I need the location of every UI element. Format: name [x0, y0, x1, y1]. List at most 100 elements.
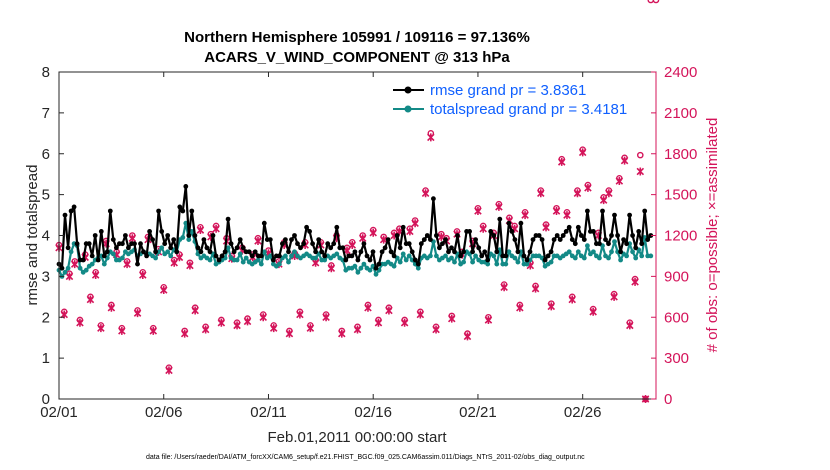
rmse-point: [452, 249, 457, 255]
rmse-point: [585, 208, 590, 214]
rmse-point: [289, 237, 294, 243]
rmse-point: [391, 253, 397, 259]
rmse-point: [246, 249, 252, 255]
possible-obs-marker: [647, 0, 655, 4]
possible-obs-marker: [87, 293, 94, 301]
rmse-point: [201, 237, 207, 243]
possible-obs-marker: [589, 305, 597, 313]
possible-obs-marker: [652, 0, 660, 4]
possible-obs-marker: [233, 319, 241, 327]
rmse-point: [373, 265, 379, 271]
totalspread-point: [548, 259, 554, 265]
possible-obs-marker: [553, 204, 560, 212]
rmse-point: [539, 237, 545, 243]
rmse-point: [210, 233, 216, 238]
possible-obs-marker: [108, 301, 115, 309]
rmse-point: [222, 249, 228, 255]
rmse-point: [443, 237, 448, 243]
rmse-point: [95, 257, 101, 263]
x-tick-label: 02/11: [250, 404, 286, 421]
x-tick-label: 02/06: [145, 404, 183, 421]
rmse-point: [406, 241, 412, 247]
totalspread-point: [515, 259, 521, 265]
possible-obs-marker: [270, 322, 278, 329]
possible-obs-marker: [401, 316, 408, 324]
rmse-point: [437, 245, 442, 251]
totalspread-point: [153, 255, 159, 261]
rmse-point: [421, 237, 427, 243]
rmse-point: [434, 233, 439, 238]
possible-obs-marker: [139, 268, 147, 276]
totalspread-point: [89, 261, 95, 267]
rmse-point: [114, 245, 119, 251]
rmse-point: [473, 237, 478, 243]
rmse-point: [340, 245, 346, 251]
possible-obs-marker: [254, 234, 262, 242]
possible-obs-marker: [307, 322, 314, 329]
rmse-series: [56, 184, 654, 271]
rmse-point: [162, 241, 168, 247]
possible-obs-marker: [506, 214, 513, 222]
possible-obs-marker: [448, 312, 456, 320]
totalspread-point: [406, 253, 412, 259]
rmse-point: [74, 241, 80, 247]
rmse-point: [364, 253, 370, 259]
totalspread-point: [512, 255, 518, 261]
rmse-point: [86, 241, 92, 247]
rmse-point: [62, 212, 68, 218]
rmse-point: [530, 237, 536, 243]
totalspread-point: [292, 249, 297, 255]
rmse-point: [92, 233, 98, 238]
rmse-point: [204, 245, 210, 251]
totalspread-point: [470, 259, 475, 265]
rmse-point: [286, 249, 291, 255]
rmse-point: [367, 257, 373, 263]
rmse-point: [400, 224, 406, 230]
totalspread-point: [618, 257, 623, 263]
rmse-point: [548, 249, 554, 255]
possible-obs-marker: [354, 323, 361, 331]
totalspread-point: [609, 249, 614, 255]
possible-obs-marker: [160, 283, 168, 291]
possible-obs-marker: [516, 301, 524, 309]
totalspread-point: [189, 229, 195, 234]
rmse-point: [449, 245, 454, 251]
x-tick-label: 02/16: [354, 404, 392, 421]
rmse-point: [440, 241, 445, 247]
possible-obs-marker: [92, 268, 99, 276]
possible-obs-marker: [76, 316, 84, 324]
rmse-point: [630, 233, 635, 238]
possible-obs-marker: [97, 322, 105, 329]
possible-obs-marker: [375, 316, 382, 324]
rmse-point: [527, 249, 533, 255]
rmse-point: [597, 241, 602, 247]
rmse-point: [107, 208, 113, 214]
x-axis-label: Feb.01,2011 00:00:00 start: [267, 429, 447, 446]
rmse-point: [560, 233, 566, 238]
rmse-point: [521, 253, 527, 259]
rmse-point: [361, 241, 367, 247]
right-y-tick-label: 1200: [664, 228, 697, 245]
totalspread-point: [243, 255, 249, 261]
rmse-point: [325, 241, 331, 247]
rmse-point: [261, 220, 267, 226]
totalspread-point: [186, 237, 192, 243]
totalspread-point: [606, 255, 611, 261]
rmse-point: [234, 245, 240, 251]
rmse-point: [225, 216, 231, 222]
right-y-tick-label: 0: [664, 391, 672, 408]
rmse-point: [491, 233, 497, 238]
rmse-point: [171, 237, 177, 243]
possible-obs-marker: [71, 258, 79, 265]
chart-title: Northern Hemisphere 105991 / 109116 = 97…: [184, 29, 530, 46]
possible-obs-marker: [123, 258, 131, 265]
rmse-point: [132, 241, 137, 247]
totalspread-point: [240, 259, 246, 265]
right-y-axis-label: # of obs: o=possible; ×=assimilated: [704, 118, 721, 353]
totalspread-point: [334, 251, 340, 257]
totalspread-point: [612, 239, 617, 245]
rmse-point: [207, 249, 213, 255]
possible-obs-marker: [218, 316, 225, 324]
rmse-point: [648, 233, 654, 238]
totalspread-point: [585, 243, 590, 249]
